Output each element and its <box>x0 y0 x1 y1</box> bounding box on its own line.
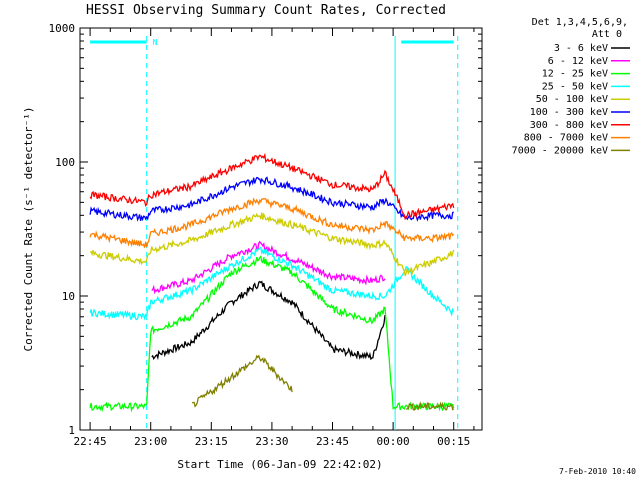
x-tick-label: 00:15 <box>437 435 470 448</box>
legend-label: 25 - 50 keV <box>542 81 608 92</box>
legend-label: 6 - 12 keV <box>548 56 608 67</box>
series-line <box>89 246 455 321</box>
x-axis-label: Start Time (06-Jan-09 22:42:02) <box>177 458 382 471</box>
legend-label: 3 - 6 keV <box>554 43 608 54</box>
series-line <box>89 197 455 248</box>
y-axis: 1 10 100 1000 <box>49 22 482 437</box>
series-line <box>89 255 455 413</box>
x-tick-label: 23:30 <box>255 435 288 448</box>
series-line <box>90 212 455 277</box>
x-tick-label: 23:45 <box>316 435 349 448</box>
chart-title: HESSI Observing Summary Count Rates, Cor… <box>86 3 446 18</box>
legend-header-line-1: Det 1,3,4,5,6,9, <box>532 17 628 28</box>
flag-label: N <box>153 38 158 47</box>
legend-header-line-2: Att 0 <box>592 29 622 40</box>
y-axis-label: Corrected Count Rate (s⁻¹ detector⁻¹) <box>22 106 35 351</box>
y-tick-label: 100 <box>55 156 75 169</box>
x-tick-label: 00:00 <box>377 435 410 448</box>
series-line <box>191 354 454 411</box>
series-line <box>89 176 454 222</box>
y-tick-label: 1000 <box>49 22 76 35</box>
legend-label: 100 - 300 keV <box>530 107 608 118</box>
series-group <box>89 152 455 413</box>
legend-label: 50 - 100 keV <box>536 94 608 105</box>
overlay-markers: N <box>90 36 459 430</box>
footer-date: 7-Feb-2010 10:40 <box>559 467 636 476</box>
x-tick-label: 23:00 <box>134 435 167 448</box>
legend-label: 12 - 25 keV <box>542 69 608 80</box>
legend-label: 7000 - 20000 keV <box>512 145 608 156</box>
plot-frame <box>79 27 483 431</box>
x-axis: 22:45 23:00 23:15 23:30 23:45 00:00 00:15 <box>74 28 475 448</box>
x-tick-label: 23:15 <box>195 435 228 448</box>
y-tick-label: 1 <box>68 424 75 437</box>
series-line <box>151 280 386 361</box>
y-tick-label: 10 <box>62 290 75 303</box>
series-line <box>151 240 386 295</box>
legend-label: 800 - 7000 keV <box>524 133 608 144</box>
series-line <box>89 152 455 221</box>
x-tick-label: 22:45 <box>74 435 107 448</box>
legend: Det 1,3,4,5,6,9, Att 0 3 - 6 keV 6 - 12 k… <box>512 17 630 156</box>
legend-label: 300 - 800 keV <box>530 120 608 131</box>
